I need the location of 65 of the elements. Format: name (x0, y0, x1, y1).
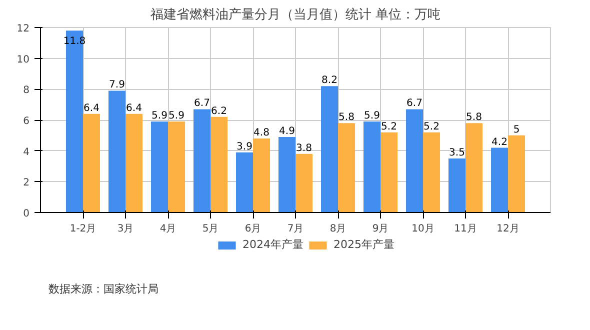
bar (466, 123, 482, 212)
bar (253, 138, 270, 212)
bar (448, 158, 466, 212)
bar (296, 154, 312, 212)
x-tick-label: 12月 (496, 224, 520, 234)
data-label: 5 (513, 124, 520, 136)
bar (66, 30, 83, 212)
data-label: 4.2 (492, 136, 508, 148)
data-label: 4.9 (279, 126, 295, 137)
y-tick-label: 0 (23, 208, 30, 220)
bar (364, 122, 380, 212)
data-label: 3.9 (236, 141, 252, 152)
y-tick-label: 12 (16, 24, 30, 34)
data-label: 3.8 (296, 142, 312, 154)
x-tick-label: 4月 (160, 224, 176, 234)
data-label: 6.4 (126, 102, 142, 114)
bar (210, 116, 228, 212)
data-label: 7.9 (109, 80, 125, 91)
bar (338, 123, 355, 212)
bar (83, 114, 100, 212)
x-tick-label: 7月 (287, 224, 304, 234)
x-tick-label: 3月 (117, 224, 134, 234)
y-tick-label: 8 (23, 85, 30, 96)
y-tick-label: 2 (23, 178, 30, 189)
data-label: 6.7 (406, 98, 422, 110)
bar (151, 122, 168, 212)
y-tick-label: 6 (23, 116, 30, 127)
bar (508, 135, 525, 212)
x-tick-label: 11月 (454, 224, 477, 234)
bar (126, 114, 142, 212)
data-label: 6.4 (84, 102, 100, 114)
chart-title: 福建省燃料油产量分月（当月值）统计 单位：万吨 (150, 8, 441, 22)
bar (423, 132, 440, 212)
bar (380, 132, 398, 212)
bar (278, 136, 296, 212)
data-label: 5.9 (364, 110, 380, 122)
data-label: 3.5 (449, 148, 465, 159)
data-label: 6.2 (211, 106, 227, 117)
data-label: 5.8 (338, 112, 354, 124)
data-label: 6.7 (194, 98, 210, 110)
bar (194, 109, 210, 212)
data-label: 5.9 (152, 110, 168, 122)
x-tick-label: 1-2月 (70, 224, 96, 234)
bar (236, 152, 253, 212)
y-tick-label: 4 (23, 146, 30, 158)
legend-label: 2024年产量 (242, 237, 304, 252)
data-label: 4.8 (254, 128, 270, 138)
bar (491, 148, 508, 212)
data-label: 5.2 (381, 121, 397, 132)
x-tick-label: 10月 (412, 224, 434, 234)
x-tick-label: 8月 (330, 224, 346, 234)
x-tick-label: 5月 (202, 224, 219, 234)
data-label: 5.9 (168, 110, 184, 122)
bar (406, 109, 423, 212)
data-label: 5.2 (424, 121, 440, 132)
bar (108, 90, 126, 212)
y-tick-label: 10 (16, 54, 30, 66)
x-tick-label: 9月 (372, 224, 389, 234)
bar (168, 122, 185, 212)
data-label: 5.8 (466, 112, 482, 124)
data-label: 8.2 (322, 75, 338, 86)
source-note: 数据来源：国家统计局 (48, 282, 158, 296)
x-tick-label: 6月 (244, 224, 262, 234)
legend-label: 2025年产量 (334, 237, 394, 252)
bar (321, 86, 338, 212)
